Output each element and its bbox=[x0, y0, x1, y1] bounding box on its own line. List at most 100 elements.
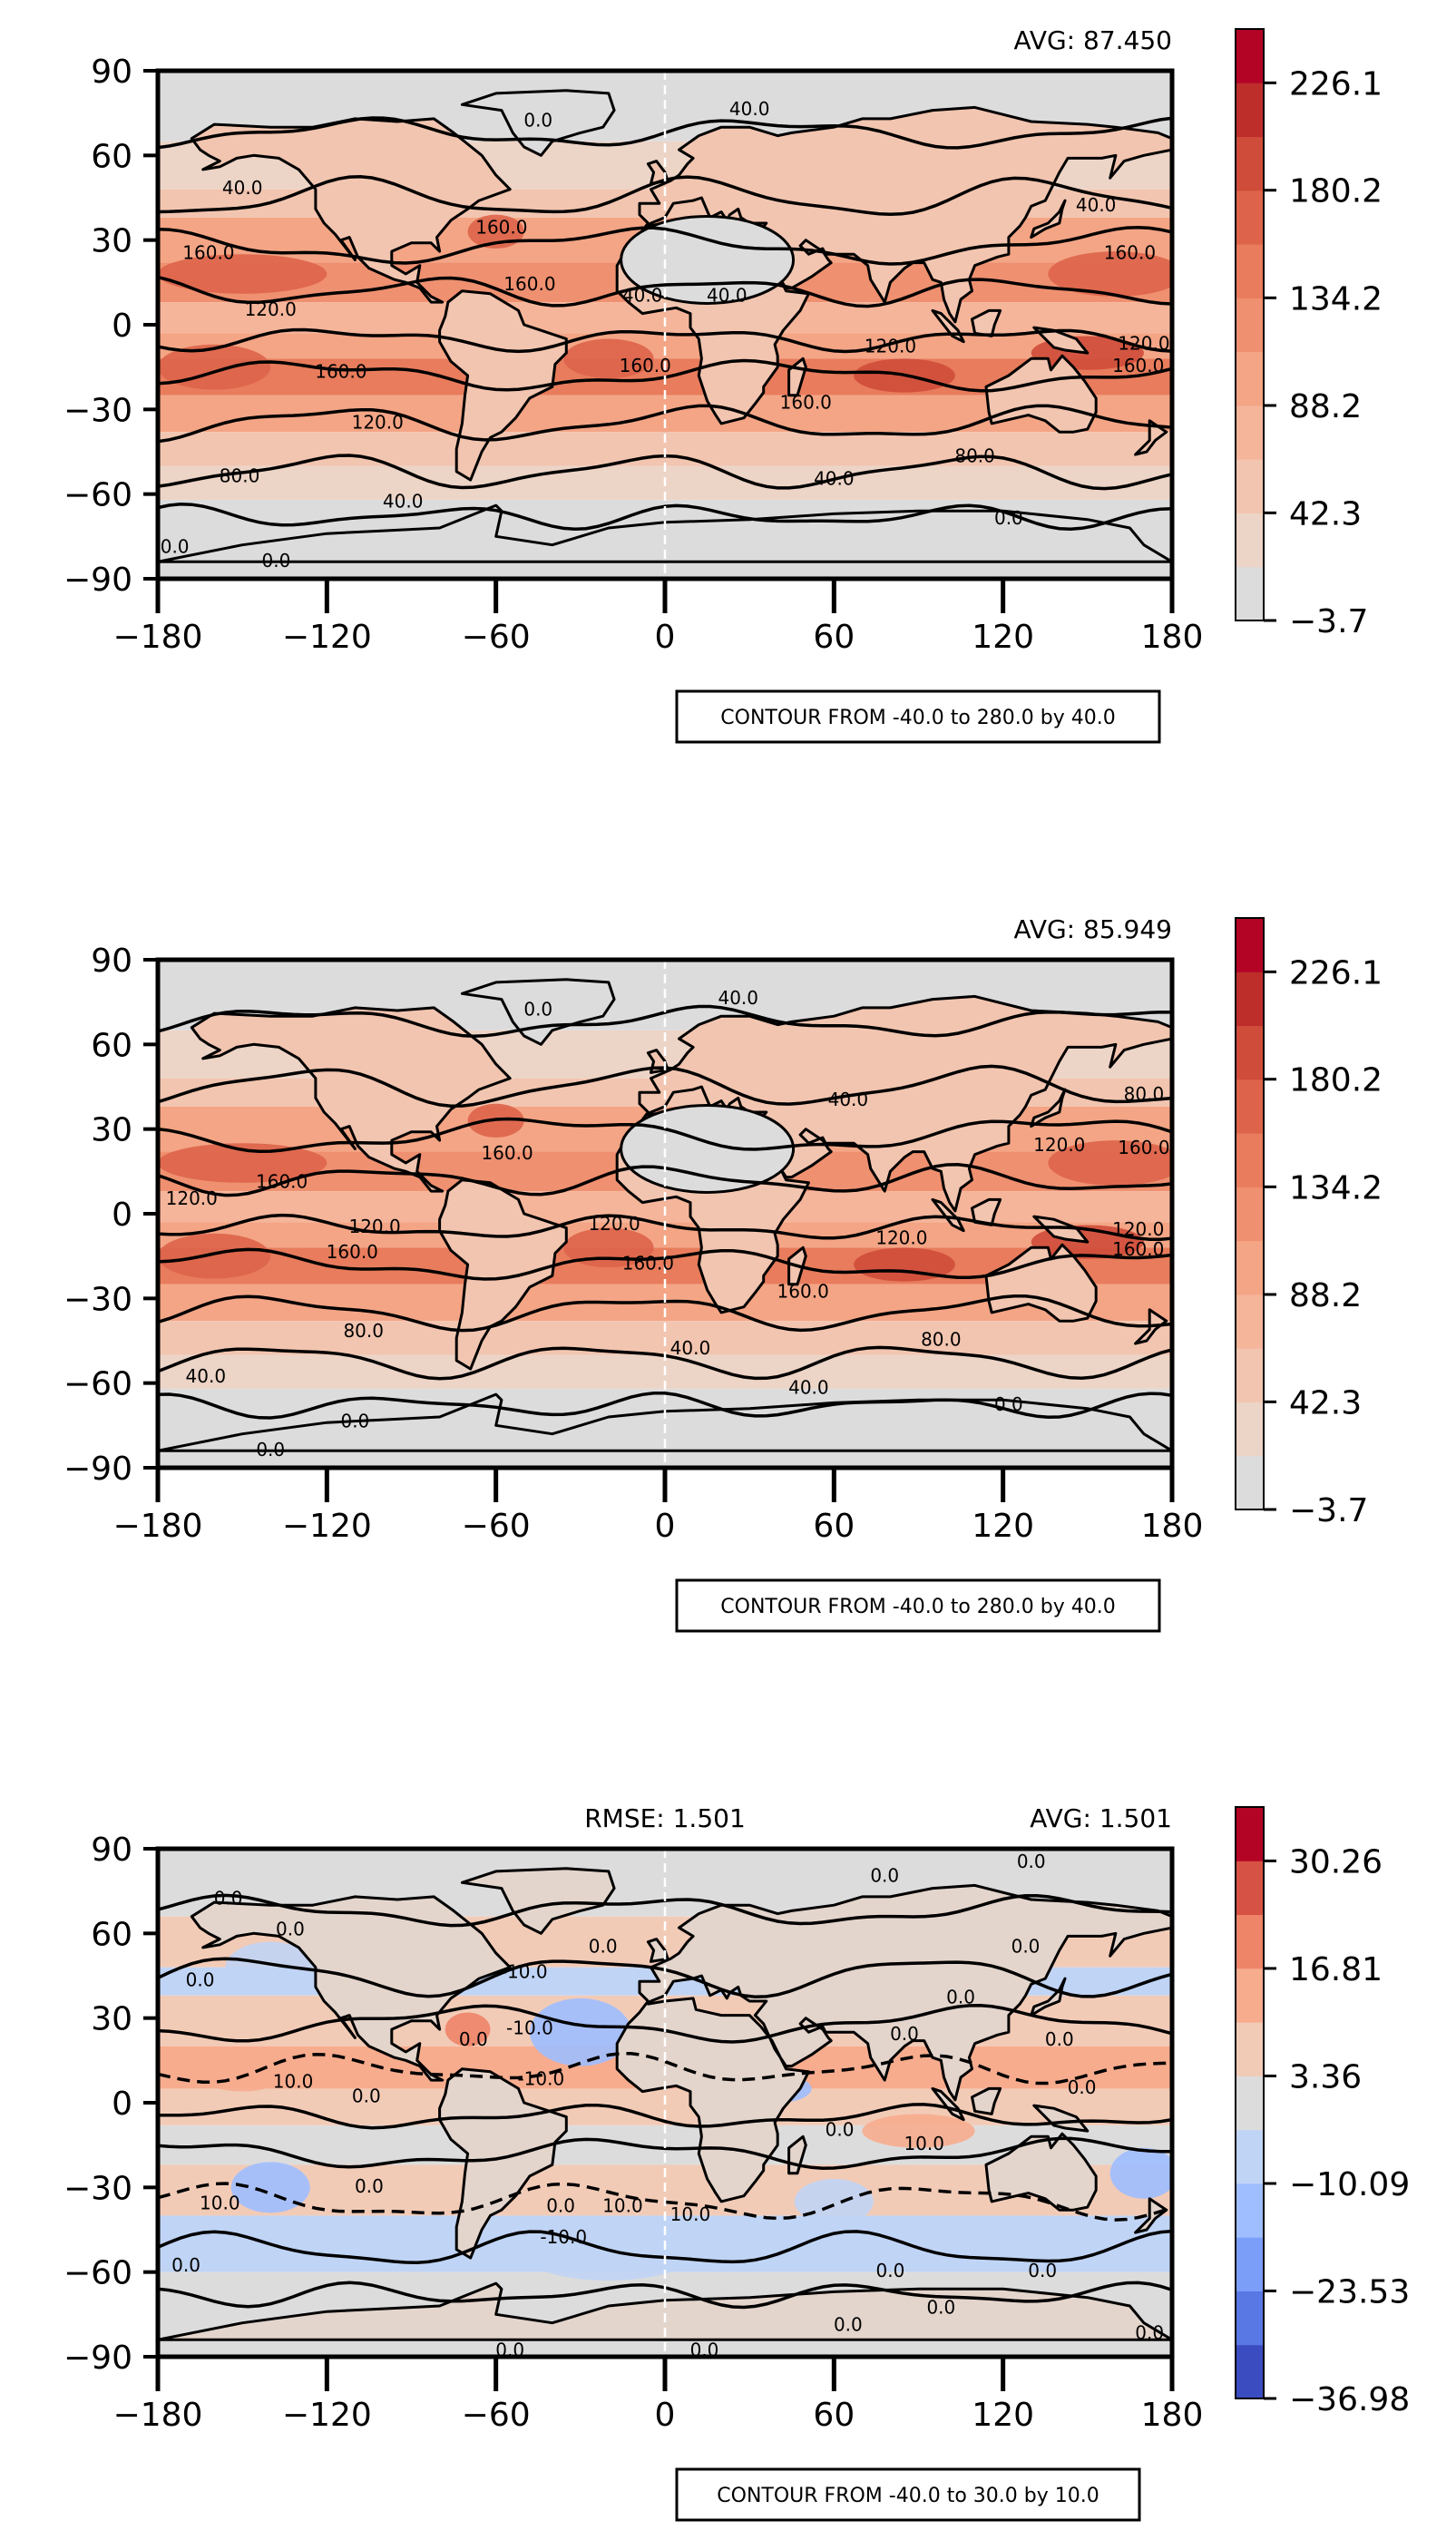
x-tick-label: 180 bbox=[1141, 1508, 1204, 1545]
x-tick-label: 120 bbox=[972, 1508, 1034, 1545]
contour-label: -10.0 bbox=[540, 2226, 587, 2248]
colorbar-segment bbox=[1236, 1455, 1264, 1510]
x-tick-label: −60 bbox=[462, 2397, 531, 2434]
colorbar-tick-label: 180.2 bbox=[1289, 173, 1383, 210]
contour-label: 80.0 bbox=[220, 465, 260, 487]
x-tick-label: −120 bbox=[282, 2397, 372, 2434]
colorbar-segment bbox=[1236, 136, 1264, 191]
colorbar-tick-label: 134.2 bbox=[1289, 280, 1383, 317]
coastline-antarctica bbox=[158, 503, 1172, 563]
x-tick-label: 0 bbox=[655, 1508, 676, 1545]
x-tick-label: 120 bbox=[972, 619, 1034, 656]
contour-label: 160.0 bbox=[182, 242, 234, 264]
colorbar-segment bbox=[1236, 190, 1264, 245]
x-tick-label: 0 bbox=[655, 619, 676, 656]
colorbar-segment bbox=[1236, 459, 1264, 513]
contour-label: 0.0 bbox=[589, 1935, 618, 1957]
colorbar-segment bbox=[1236, 1187, 1264, 1242]
coastline-sumatra bbox=[931, 1197, 965, 1233]
contour-label: 10.0 bbox=[904, 2133, 944, 2154]
contour-label: 160.0 bbox=[315, 360, 366, 382]
field-blob bbox=[1109, 2147, 1172, 2199]
contour-note: CONTOUR FROM -40.0 to 280.0 by 40.0 bbox=[720, 707, 1115, 729]
contour-label: 120.0 bbox=[875, 1227, 927, 1249]
field-blob bbox=[1048, 1140, 1172, 1186]
contour-label: 0.0 bbox=[161, 535, 190, 557]
colorbar-segment bbox=[1236, 1079, 1264, 1134]
contour-label: 120.0 bbox=[348, 1216, 400, 1237]
contour-label: 0.0 bbox=[523, 999, 552, 1021]
field-blob bbox=[200, 2057, 285, 2092]
colorbar-segment bbox=[1236, 2183, 1264, 2238]
y-tick-label: 0 bbox=[112, 2086, 132, 2123]
contour-label: 0.0 bbox=[834, 2313, 863, 2335]
contour-label: 0.0 bbox=[994, 1393, 1023, 1415]
coastline-new-guinea bbox=[1032, 2104, 1090, 2133]
y-tick-label: 30 bbox=[91, 1112, 132, 1149]
colorbar-segment bbox=[1236, 1861, 1264, 1916]
contour-label: 0.0 bbox=[946, 1986, 975, 2007]
contour-label: 80.0 bbox=[343, 1320, 384, 1342]
colorbar-tick-label: 226.1 bbox=[1289, 954, 1383, 991]
field-blob bbox=[445, 2012, 491, 2046]
coastline-south-america bbox=[438, 289, 568, 482]
y-tick-label: 90 bbox=[91, 943, 132, 980]
contour-label: -10.0 bbox=[501, 1960, 548, 1982]
colorbar-segment bbox=[1236, 1294, 1264, 1349]
coastline-great-britain bbox=[646, 1938, 669, 1963]
contour-label: 10.0 bbox=[602, 2195, 643, 2217]
colorbar-segment bbox=[1236, 2076, 1264, 2131]
contour-label: 80.0 bbox=[954, 445, 995, 467]
colorbar-segment bbox=[1236, 2129, 1264, 2184]
colorbar-segment bbox=[1236, 2237, 1264, 2291]
x-tick-label: −60 bbox=[462, 1508, 531, 1545]
contour-label: 160.0 bbox=[620, 355, 671, 376]
contour-label: 40.0 bbox=[622, 284, 663, 306]
field-blob bbox=[794, 2179, 874, 2224]
contour-label: 160.0 bbox=[1112, 1238, 1164, 1260]
map-area: 0.0 0.0 0.0 0.0 0.0 0.0 0.0 -10.0 -10.0 0.0 -10.0 1… bbox=[158, 1849, 1172, 2357]
colorbar-tick-label: −3.7 bbox=[1289, 603, 1368, 640]
contour-label: 0.0 bbox=[214, 1888, 243, 1910]
contour-label: 160.0 bbox=[780, 392, 832, 414]
colorbar-segment bbox=[1236, 1348, 1264, 1402]
coastline-antarctica bbox=[158, 2281, 1172, 2341]
contour-label: 0.0 bbox=[340, 1411, 369, 1432]
rmse-label: RMSE: 1.501 bbox=[584, 1803, 746, 1833]
x-tick-label: 180 bbox=[1141, 619, 1204, 656]
colorbar-segment bbox=[1236, 298, 1264, 353]
contour-label: 40.0 bbox=[186, 1365, 227, 1387]
contour-line bbox=[158, 2103, 1172, 2130]
field-blob bbox=[225, 1941, 316, 1993]
contour-label: 160.0 bbox=[503, 273, 555, 295]
colorbar-tick-label: 226.1 bbox=[1289, 65, 1383, 103]
coastline-japan bbox=[1030, 1977, 1067, 2017]
contour-label: 0.0 bbox=[926, 2297, 955, 2319]
coastline-australia bbox=[984, 354, 1098, 434]
contour-label: 40.0 bbox=[729, 98, 770, 120]
x-tick-label: 120 bbox=[972, 2397, 1034, 2434]
y-tick-label: −90 bbox=[64, 2340, 132, 2377]
y-tick-label: −30 bbox=[64, 1281, 132, 1318]
contour-label: 10.0 bbox=[273, 2071, 314, 2093]
coastline-new-zealand bbox=[1134, 2197, 1168, 2234]
field-blob bbox=[563, 1227, 654, 1268]
colorbar-segment bbox=[1236, 1968, 1264, 2023]
contour-label: 40.0 bbox=[383, 491, 424, 513]
contour-label: 120.0 bbox=[1033, 1134, 1085, 1156]
colorbar-tick-label: 88.2 bbox=[1289, 388, 1362, 425]
contour-label: 0.0 bbox=[459, 2028, 488, 2050]
colorbar-segment bbox=[1236, 2022, 1264, 2076]
coastline-north-america bbox=[190, 117, 512, 304]
contour-label: 0.0 bbox=[256, 1439, 285, 1460]
contour-label: 10.0 bbox=[670, 2203, 711, 2225]
colorbar-tick-label: 42.3 bbox=[1289, 1384, 1362, 1421]
contour-note-box bbox=[675, 1578, 1161, 1633]
avg-label: AVG: 87.450 bbox=[1013, 25, 1172, 55]
contour-label: 120.0 bbox=[1112, 1218, 1164, 1240]
contour-label: 160.0 bbox=[1118, 1137, 1169, 1158]
colorbar-segment bbox=[1236, 1025, 1264, 1080]
contour-label: 40.0 bbox=[828, 1089, 869, 1110]
